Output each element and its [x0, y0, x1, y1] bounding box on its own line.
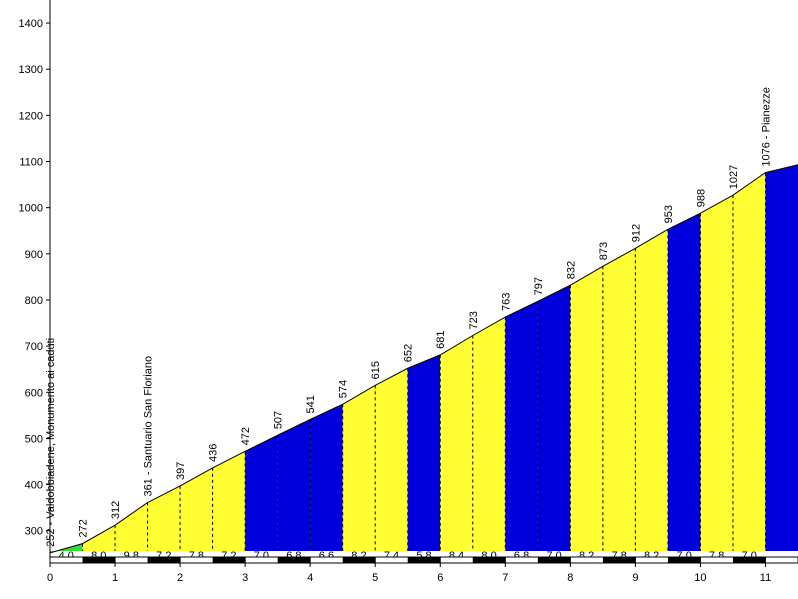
elevation-label-22: 1076 - Pianezze	[760, 87, 772, 167]
gradient-fill-9	[342, 385, 376, 551]
km-bar-half-0	[82, 557, 116, 563]
elevation-label-13: 723	[468, 311, 480, 329]
y-tick-label-7: 1000	[19, 203, 43, 215]
km-bar-half-7	[537, 557, 571, 563]
elevation-label-1: 272	[78, 519, 90, 537]
elevation-label-4: 397	[175, 462, 187, 480]
x-tick-label-9: 9	[632, 572, 638, 584]
elevation-label-11: 652	[403, 344, 415, 362]
gradient-fill-20	[700, 195, 733, 551]
x-tick-label-8: 8	[567, 572, 573, 584]
x-tick-label-7: 7	[502, 572, 508, 584]
elevation-label-20: 988	[695, 189, 707, 207]
y-tick-label-9: 1200	[19, 110, 43, 122]
elevation-label-2: 312	[110, 501, 122, 519]
elevation-label-8: 541	[305, 395, 317, 413]
elevation-label-6: 472	[240, 427, 252, 445]
profile-line	[49, 164, 798, 554]
km-bar-half-4	[342, 557, 376, 563]
gradient-fill-17	[602, 248, 636, 551]
km-bar-11	[764, 556, 798, 564]
x-tick-label-11: 11	[760, 572, 771, 584]
elevation-label-14: 763	[500, 293, 512, 311]
km-bar-half-2	[212, 557, 246, 563]
x-tick-label-5: 5	[372, 572, 378, 584]
gradient-fill-6	[245, 435, 278, 551]
km-bar-half-1	[147, 557, 181, 563]
x-axis: 0 1 2 3 4 5 6 7 8 9 10 11	[47, 556, 798, 584]
y-tick-label-1: 400	[25, 480, 43, 492]
gradient-fill-22	[765, 164, 798, 552]
x-tick-label-1: 1	[112, 572, 118, 584]
elevation-label-9: 574	[338, 380, 350, 398]
gradient-fill-4	[180, 467, 213, 551]
y-axis: 300 400 500 600 700 800 900 1000 1100 1200 1300 140…	[19, 0, 51, 563]
x-tick-label-3: 3	[242, 572, 248, 584]
elevation-label-5: 436	[208, 444, 220, 462]
gradient-fill-5	[212, 451, 246, 551]
km-bar-half-8	[602, 557, 636, 563]
y-tick-label-0: 300	[25, 526, 43, 538]
y-tick-label-10: 1300	[19, 64, 43, 76]
gradient-fill-7	[277, 419, 311, 551]
km-bar-half-10	[732, 557, 766, 563]
elevation-label-21: 1027	[728, 165, 740, 189]
gradient-fill-13	[472, 317, 506, 551]
km-bar-half-9	[667, 557, 701, 563]
gradient-fill-19	[667, 213, 701, 551]
elevation-label-10: 615	[370, 361, 382, 379]
gradient-fill-21	[732, 172, 766, 551]
gradient-fill-2	[115, 502, 148, 551]
km-bar-half-5	[407, 557, 441, 563]
elevation-labels: 252 - Valdobbiadene, Monumento ai caduti…	[45, 87, 772, 547]
y-tick-label-11: 1400	[19, 18, 43, 30]
gradient-fill-1	[82, 525, 116, 551]
gradient-fill-8	[310, 404, 343, 551]
elevation-label-0: 252 - Valdobbiadene, Monumento ai caduti	[45, 338, 57, 547]
y-tick-label-4: 700	[25, 341, 43, 353]
gradient-fill-15	[537, 285, 571, 551]
elevation-label-17: 873	[598, 242, 610, 260]
y-tick-label-8: 1100	[19, 157, 43, 169]
elevation-label-12: 681	[435, 331, 447, 349]
x-tick-label-4: 4	[307, 572, 313, 584]
x-tick-label-2: 2	[177, 572, 183, 584]
x-tick-label-6: 6	[437, 572, 443, 584]
gradient-fills	[50, 164, 798, 553]
elevation-label-15: 797	[533, 277, 545, 295]
elevation-label-16: 832	[565, 261, 577, 279]
y-tick-label-2: 500	[25, 433, 43, 445]
elevation-label-19: 953	[663, 205, 675, 223]
km-bar-half-6	[472, 557, 506, 563]
km-bar-half-3	[277, 557, 311, 563]
elevation-label-3: 361 - Santuario San Floriano	[143, 356, 155, 497]
elevation-label-7: 507	[273, 411, 285, 429]
y-tick-label-5: 800	[25, 295, 43, 307]
gradient-fill-11	[407, 354, 441, 551]
gradient-fill-12	[440, 335, 473, 551]
gradient-fill-14	[505, 301, 538, 551]
y-tick-label-6: 900	[25, 249, 43, 261]
gradient-fill-18	[635, 229, 668, 551]
x-tick-label-10: 10	[694, 572, 706, 584]
x-tick-label-0: 0	[47, 572, 53, 584]
gradient-fill-16	[570, 266, 603, 551]
elevation-label-18: 912	[630, 224, 642, 242]
gradient-fill-10	[375, 368, 408, 551]
y-tick-label-3: 600	[25, 387, 43, 399]
km-dividers	[82, 172, 766, 551]
gradient-fill-3	[147, 485, 181, 551]
